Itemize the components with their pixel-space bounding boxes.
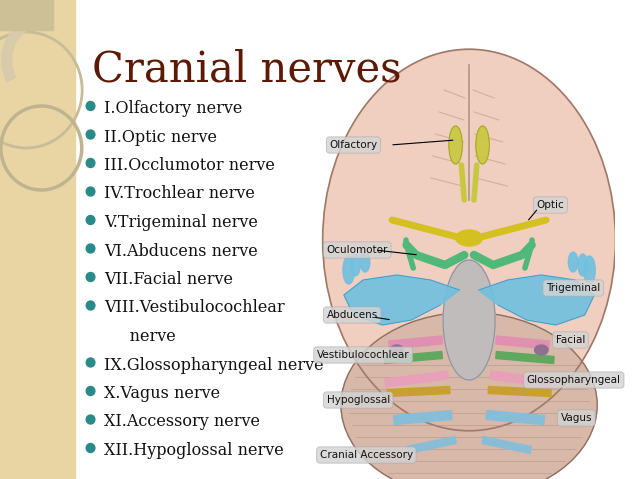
- Text: V.Trigeminal nerve: V.Trigeminal nerve: [104, 214, 258, 231]
- Circle shape: [86, 216, 95, 225]
- Ellipse shape: [568, 252, 578, 272]
- Text: VI.Abducens nerve: VI.Abducens nerve: [104, 242, 258, 260]
- FancyArrow shape: [385, 371, 449, 387]
- Ellipse shape: [535, 345, 548, 355]
- Ellipse shape: [443, 260, 495, 380]
- Circle shape: [86, 387, 95, 396]
- Text: Optic: Optic: [537, 200, 564, 210]
- Circle shape: [86, 130, 95, 139]
- FancyArrow shape: [407, 436, 456, 454]
- Text: Cranial Accessory: Cranial Accessory: [320, 450, 413, 460]
- FancyArrow shape: [496, 352, 554, 364]
- FancyArrow shape: [389, 336, 443, 349]
- Circle shape: [86, 187, 95, 196]
- Text: Hypoglossal: Hypoglossal: [327, 395, 390, 405]
- Text: Facial: Facial: [556, 335, 585, 345]
- Polygon shape: [478, 275, 595, 325]
- FancyArrow shape: [384, 352, 442, 364]
- Ellipse shape: [390, 345, 404, 355]
- Text: I.Olfactory nerve: I.Olfactory nerve: [104, 100, 242, 117]
- Text: XI.Accessory nerve: XI.Accessory nerve: [104, 413, 260, 431]
- Circle shape: [86, 415, 95, 424]
- Circle shape: [86, 358, 95, 367]
- Ellipse shape: [584, 256, 595, 284]
- FancyArrow shape: [490, 371, 553, 387]
- Ellipse shape: [578, 254, 588, 276]
- Circle shape: [86, 244, 95, 253]
- Text: Olfactory: Olfactory: [329, 140, 378, 150]
- Text: Vestibulocochlear: Vestibulocochlear: [317, 350, 410, 360]
- Circle shape: [86, 444, 95, 453]
- Ellipse shape: [343, 256, 355, 284]
- Text: Oculomotor: Oculomotor: [327, 245, 388, 255]
- Text: Vagus: Vagus: [561, 413, 592, 423]
- Circle shape: [86, 102, 95, 111]
- Ellipse shape: [341, 312, 597, 479]
- Ellipse shape: [456, 230, 482, 246]
- Text: XII.Hypoglossal nerve: XII.Hypoglossal nerve: [104, 442, 284, 459]
- Polygon shape: [344, 275, 459, 325]
- Ellipse shape: [351, 254, 360, 276]
- Bar: [0, 0, 75, 479]
- Ellipse shape: [360, 252, 370, 272]
- FancyArrow shape: [394, 411, 452, 424]
- Text: Cranial nerves: Cranial nerves: [93, 48, 402, 90]
- Ellipse shape: [323, 49, 616, 431]
- Text: nerve: nerve: [104, 328, 176, 345]
- Text: VII.Facial nerve: VII.Facial nerve: [104, 271, 233, 288]
- Circle shape: [86, 159, 95, 168]
- Text: IX.Glossopharyngeal nerve: IX.Glossopharyngeal nerve: [104, 356, 323, 374]
- Circle shape: [86, 273, 95, 282]
- Text: Glossopharyngeal: Glossopharyngeal: [527, 375, 621, 385]
- Text: II.Optic nerve: II.Optic nerve: [104, 128, 217, 146]
- Text: Trigeminal: Trigeminal: [546, 283, 600, 293]
- Circle shape: [86, 301, 95, 310]
- FancyArrow shape: [486, 411, 545, 424]
- FancyArrow shape: [387, 387, 450, 397]
- Ellipse shape: [449, 126, 463, 164]
- Text: VIII.Vestibulocochlear: VIII.Vestibulocochlear: [104, 299, 285, 317]
- Bar: [0, 0, 52, 30]
- FancyArrow shape: [482, 436, 531, 454]
- Text: III.Occlumotor nerve: III.Occlumotor nerve: [104, 157, 275, 174]
- Text: IV.Trochlear nerve: IV.Trochlear nerve: [104, 185, 255, 203]
- FancyArrow shape: [488, 387, 551, 397]
- Ellipse shape: [476, 126, 489, 164]
- Text: Abducens: Abducens: [327, 310, 378, 320]
- Text: X.Vagus nerve: X.Vagus nerve: [104, 385, 220, 402]
- FancyArrow shape: [496, 336, 549, 349]
